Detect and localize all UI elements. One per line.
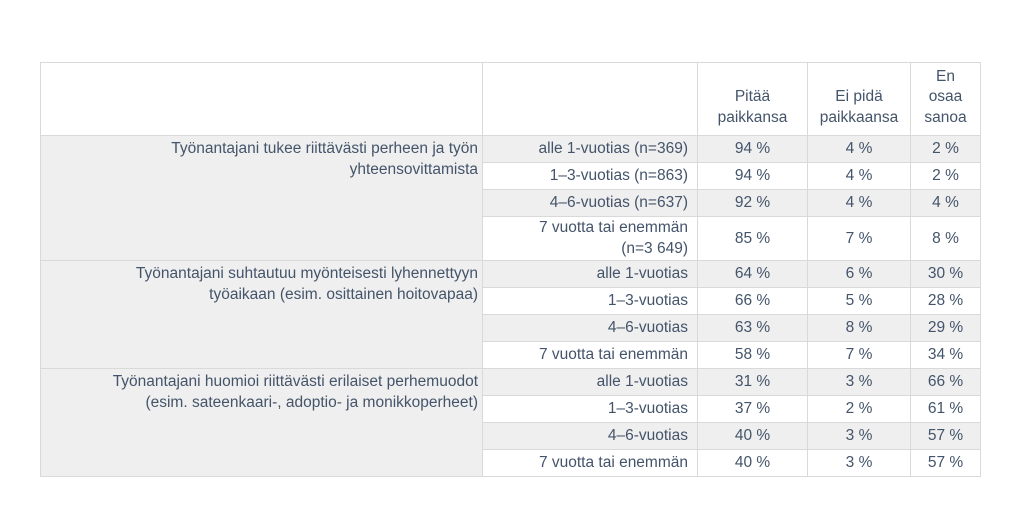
table-row: 4–6-vuotias (n=637) 92 % 4 % 4 % <box>41 189 981 218</box>
value-cell-ei-pida-paikkaansa: 2 % <box>807 395 911 424</box>
table-row: 4–6-vuotias 40 % 3 % 57 % <box>41 422 981 451</box>
statement-cell: Työnantajani tukee riittävästi perheen j… <box>40 135 483 262</box>
value-cell-en-osaa-sanoa: 2 % <box>910 162 981 191</box>
table-header: Pitää paikkansa Ei pidä paikkaansa En os… <box>40 61 981 137</box>
value-cell-ei-pida-paikkaansa: 3 % <box>807 368 911 397</box>
age-group-cell: alle 1-vuotias (n=369) <box>482 135 698 164</box>
value-cell-ei-pida-paikkaansa: 7 % <box>807 216 911 262</box>
survey-table-container: Pitää paikkansa Ei pidä paikkaansa En os… <box>40 61 981 478</box>
table-row: 1–3-vuotias 66 % 5 % 28 % <box>41 287 981 316</box>
value-cell-pitaa-paikkansa: 94 % <box>697 162 808 191</box>
age-group-cell: alle 1-vuotias <box>482 260 698 289</box>
value-cell-ei-pida-paikkaansa: 8 % <box>807 314 911 343</box>
table-body: Työnantajani tukee riittävästi perheen j… <box>40 135 981 478</box>
value-cell-ei-pida-paikkaansa: 7 % <box>807 341 911 370</box>
table-row: 1–3-vuotias 37 % 2 % 61 % <box>41 395 981 424</box>
value-cell-en-osaa-sanoa: 28 % <box>910 287 981 316</box>
value-cell-pitaa-paikkansa: 63 % <box>697 314 808 343</box>
value-cell-pitaa-paikkansa: 85 % <box>697 216 808 262</box>
value-cell-en-osaa-sanoa: 8 % <box>910 216 981 262</box>
col-header-statement <box>40 61 483 137</box>
table-row: 7 vuotta tai enemmän (n=3 649) 85 % 7 % … <box>41 216 981 262</box>
value-cell-pitaa-paikkansa: 64 % <box>697 260 808 289</box>
statement-cell: Työnantajani huomioi riittävästi erilais… <box>40 368 483 478</box>
value-cell-pitaa-paikkansa: 31 % <box>697 368 808 397</box>
value-cell-pitaa-paikkansa: 94 % <box>697 135 808 164</box>
value-cell-pitaa-paikkansa: 66 % <box>697 287 808 316</box>
table-row: 1–3-vuotias (n=863) 94 % 4 % 2 % <box>41 162 981 191</box>
age-group-cell: 1–3-vuotias (n=863) <box>482 162 698 191</box>
age-group-cell: 4–6-vuotias <box>482 422 698 451</box>
statement-cell: Työnantajani suhtautuu myönteisesti lyhe… <box>40 260 483 370</box>
age-group-cell: 4–6-vuotias <box>482 314 698 343</box>
value-cell-pitaa-paikkansa: 92 % <box>697 189 808 218</box>
age-group-cell: 4–6-vuotias (n=637) <box>482 189 698 218</box>
col-header-age-group <box>482 61 698 137</box>
value-cell-pitaa-paikkansa: 58 % <box>697 341 808 370</box>
table-row: 7 vuotta tai enemmän 58 % 7 % 34 % <box>41 341 981 370</box>
value-cell-ei-pida-paikkaansa: 4 % <box>807 135 911 164</box>
value-cell-en-osaa-sanoa: 57 % <box>910 422 981 451</box>
value-cell-en-osaa-sanoa: 57 % <box>910 449 981 478</box>
value-cell-en-osaa-sanoa: 29 % <box>910 314 981 343</box>
age-group-cell: alle 1-vuotias <box>482 368 698 397</box>
value-cell-pitaa-paikkansa: 40 % <box>697 422 808 451</box>
survey-results-table: Pitää paikkansa Ei pidä paikkaansa En os… <box>40 61 981 478</box>
value-cell-en-osaa-sanoa: 2 % <box>910 135 981 164</box>
value-cell-ei-pida-paikkaansa: 4 % <box>807 162 911 191</box>
col-header-pitaa-paikkansa: Pitää paikkansa <box>697 61 808 137</box>
age-group-cell: 7 vuotta tai enemmän <box>482 341 698 370</box>
age-group-cell: 7 vuotta tai enemmän (n=3 649) <box>482 216 698 262</box>
col-header-en-osaa-sanoa: En osaa sanoa <box>910 61 981 137</box>
value-cell-en-osaa-sanoa: 66 % <box>910 368 981 397</box>
table-row: Työnantajani tukee riittävästi perheen j… <box>40 135 981 262</box>
value-cell-pitaa-paikkansa: 37 % <box>697 395 808 424</box>
value-cell-ei-pida-paikkaansa: 4 % <box>807 189 911 218</box>
value-cell-ei-pida-paikkaansa: 6 % <box>807 260 911 289</box>
age-group-cell: 1–3-vuotias <box>482 287 698 316</box>
value-cell-en-osaa-sanoa: 61 % <box>910 395 981 424</box>
table-row: 4–6-vuotias 63 % 8 % 29 % <box>41 314 981 343</box>
value-cell-ei-pida-paikkaansa: 5 % <box>807 287 911 316</box>
col-header-ei-pida-paikkaansa: Ei pidä paikkaansa <box>807 61 911 137</box>
age-group-cell: 7 vuotta tai enemmän <box>482 449 698 478</box>
table-row: Työnantajani huomioi riittävästi erilais… <box>40 368 981 478</box>
value-cell-en-osaa-sanoa: 30 % <box>910 260 981 289</box>
header-row: Pitää paikkansa Ei pidä paikkaansa En os… <box>40 61 981 137</box>
value-cell-en-osaa-sanoa: 34 % <box>910 341 981 370</box>
value-cell-ei-pida-paikkaansa: 3 % <box>807 422 911 451</box>
value-cell-pitaa-paikkansa: 40 % <box>697 449 808 478</box>
table-row: Työnantajani suhtautuu myönteisesti lyhe… <box>40 260 981 370</box>
age-group-cell: 1–3-vuotias <box>482 395 698 424</box>
table-row: 7 vuotta tai enemmän 40 % 3 % 57 % <box>41 449 981 478</box>
value-cell-ei-pida-paikkaansa: 3 % <box>807 449 911 478</box>
value-cell-en-osaa-sanoa: 4 % <box>910 189 981 218</box>
